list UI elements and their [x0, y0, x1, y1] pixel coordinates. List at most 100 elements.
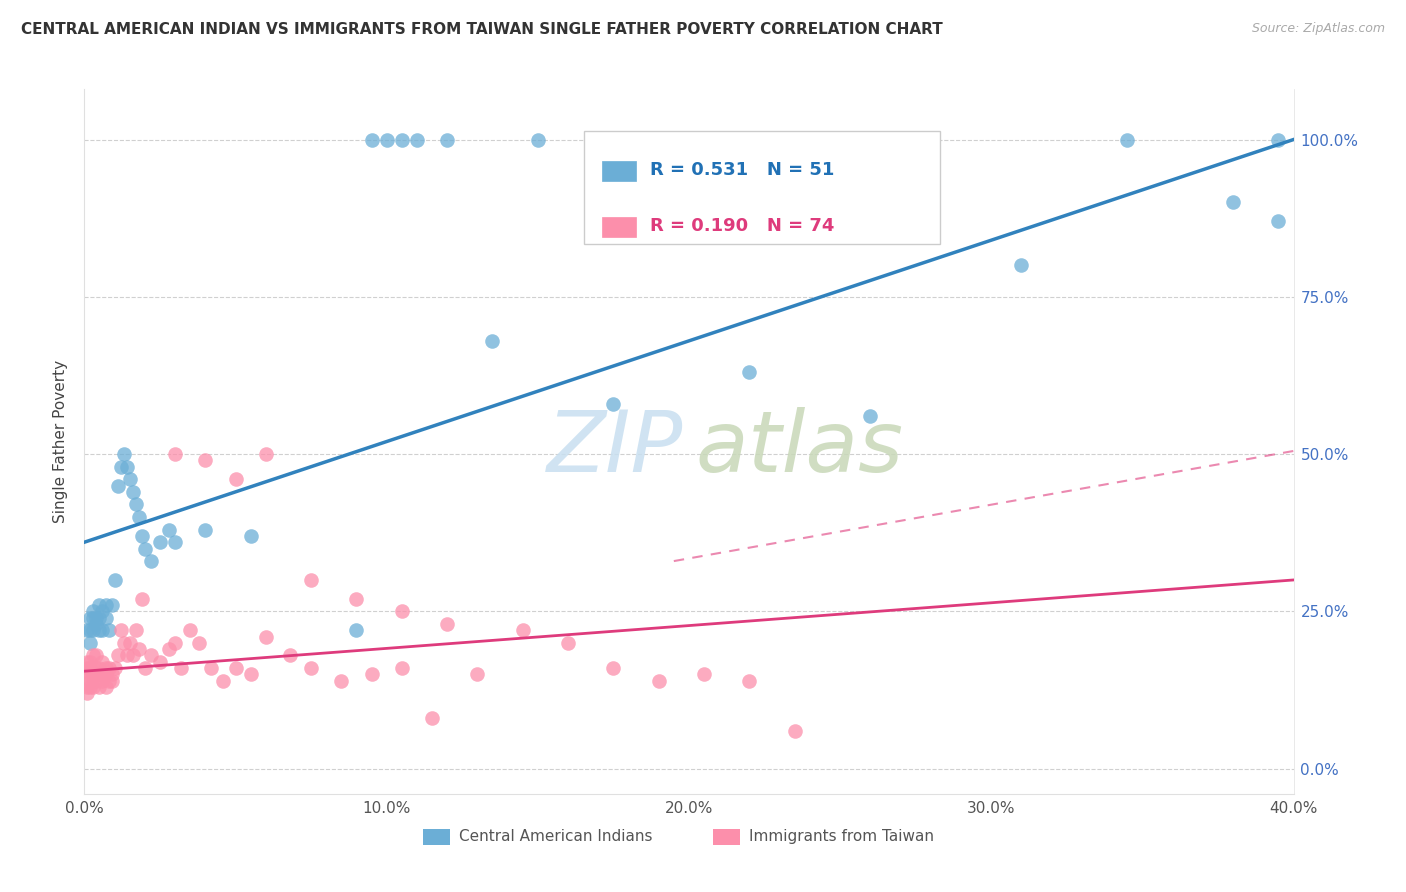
- Point: [76, 680, 98, 694]
- Point: [94, 667, 117, 681]
- Point: [94, 661, 117, 675]
- Point: [128, 642, 150, 657]
- Point: [165, 447, 187, 461]
- Point: [82, 611, 104, 625]
- Point: [89, 624, 111, 638]
- Text: Central American Indians: Central American Indians: [460, 829, 652, 844]
- Point: [602, 397, 624, 411]
- Point: [648, 673, 671, 688]
- Point: [1267, 132, 1289, 146]
- Point: [360, 667, 382, 681]
- Point: [118, 472, 141, 486]
- Point: [94, 611, 117, 625]
- Point: [82, 624, 104, 638]
- Point: [165, 535, 187, 549]
- Point: [89, 611, 111, 625]
- Text: R = 0.190   N = 74: R = 0.190 N = 74: [650, 217, 835, 235]
- Point: [107, 478, 129, 492]
- Point: [360, 132, 382, 146]
- Point: [91, 655, 114, 669]
- Point: [420, 711, 443, 725]
- Point: [467, 667, 489, 681]
- Point: [79, 673, 101, 688]
- Point: [125, 498, 148, 512]
- Point: [557, 636, 579, 650]
- Text: atlas: atlas: [695, 407, 903, 490]
- Point: [76, 667, 98, 681]
- Point: [89, 661, 111, 675]
- Point: [76, 661, 98, 675]
- Bar: [602, 218, 636, 237]
- Point: [91, 624, 114, 638]
- Point: [239, 529, 262, 543]
- Point: [239, 667, 262, 681]
- Point: [225, 661, 247, 675]
- Point: [121, 648, 143, 663]
- Y-axis label: Single Father Poverty: Single Father Poverty: [53, 360, 69, 523]
- Point: [82, 680, 104, 694]
- Point: [346, 624, 368, 638]
- Point: [79, 611, 101, 625]
- Point: [346, 591, 368, 606]
- Point: [91, 604, 114, 618]
- Point: [738, 365, 761, 379]
- Point: [97, 661, 120, 675]
- Point: [602, 661, 624, 675]
- Bar: [713, 830, 740, 845]
- Point: [79, 624, 101, 638]
- Point: [97, 624, 120, 638]
- Point: [512, 624, 534, 638]
- Point: [134, 661, 156, 675]
- Point: [391, 132, 413, 146]
- Point: [131, 529, 153, 543]
- Point: [125, 624, 148, 638]
- Point: [254, 630, 277, 644]
- Point: [86, 611, 108, 625]
- Point: [112, 636, 135, 650]
- Point: [79, 661, 101, 675]
- Point: [91, 673, 114, 688]
- Point: [79, 680, 101, 694]
- Point: [86, 661, 108, 675]
- Point: [121, 484, 143, 499]
- Point: [436, 132, 458, 146]
- Point: [188, 636, 211, 650]
- Point: [179, 624, 201, 638]
- Point: [79, 667, 101, 681]
- Point: [86, 673, 108, 688]
- Point: [97, 673, 120, 688]
- Point: [76, 686, 98, 700]
- FancyBboxPatch shape: [583, 131, 941, 244]
- Point: [527, 132, 550, 146]
- Point: [112, 447, 135, 461]
- Point: [91, 667, 114, 681]
- Point: [783, 723, 806, 738]
- Point: [76, 655, 98, 669]
- Point: [1267, 214, 1289, 228]
- Point: [118, 636, 141, 650]
- Bar: [423, 830, 450, 845]
- Point: [89, 680, 111, 694]
- Point: [859, 409, 882, 424]
- Point: [94, 598, 117, 612]
- Point: [104, 573, 127, 587]
- Point: [128, 510, 150, 524]
- Point: [200, 661, 222, 675]
- Point: [100, 598, 122, 612]
- Point: [86, 617, 108, 632]
- Point: [165, 636, 187, 650]
- Point: [330, 673, 353, 688]
- Point: [100, 667, 122, 681]
- Point: [225, 472, 247, 486]
- Point: [139, 554, 162, 568]
- Point: [134, 541, 156, 556]
- Point: [391, 661, 413, 675]
- Point: [149, 655, 172, 669]
- Point: [194, 453, 217, 467]
- Point: [131, 591, 153, 606]
- Text: Immigrants from Taiwan: Immigrants from Taiwan: [749, 829, 935, 844]
- Point: [104, 661, 127, 675]
- Point: [406, 132, 429, 146]
- Text: CENTRAL AMERICAN INDIAN VS IMMIGRANTS FROM TAIWAN SINGLE FATHER POVERTY CORRELAT: CENTRAL AMERICAN INDIAN VS IMMIGRANTS FR…: [21, 22, 943, 37]
- Point: [89, 667, 111, 681]
